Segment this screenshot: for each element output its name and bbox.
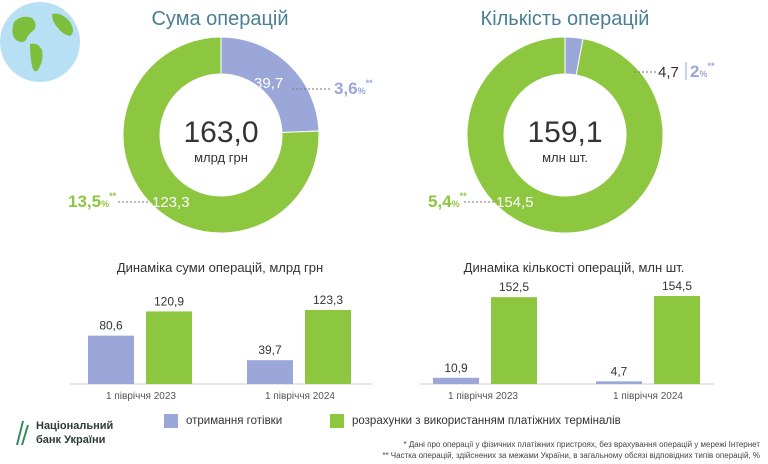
footnote-2: ** Частка операцій, здійснених за межами… bbox=[382, 451, 760, 460]
donut-unit: млн шт. bbox=[542, 150, 588, 165]
bar-terminal bbox=[146, 311, 192, 384]
bar-value-label: 39,7 bbox=[258, 343, 282, 357]
legend-label-terminal: розрахунки з використанням платіжних тер… bbox=[352, 415, 621, 428]
share-terminal-count: 5,4%** bbox=[428, 191, 467, 211]
bar-terminal bbox=[654, 296, 700, 384]
legend-swatch-terminal bbox=[330, 414, 344, 428]
bar-terminal bbox=[305, 310, 351, 384]
bar-value-label: 10,9 bbox=[444, 361, 468, 375]
donut-chart-count: 159,1 млн шт. 4,7 2%** 154,5 5,4%** bbox=[428, 36, 715, 234]
bar-chart-title: Динаміка суми операцій, млрд грн bbox=[117, 260, 323, 275]
segment-label-cash: 4,7 bbox=[658, 64, 679, 81]
segment-label-cash: 39,7 bbox=[254, 75, 283, 92]
bar-value-label: 154,5 bbox=[662, 279, 692, 293]
logo-line1: Національний bbox=[36, 420, 114, 432]
bar-value-label: 80,6 bbox=[99, 319, 123, 333]
x-tick-label: 1 півріччя 2023 bbox=[106, 391, 176, 402]
share-cash-sum: 3,6%** bbox=[334, 78, 373, 98]
donut-title-sum: Сума операцій bbox=[151, 8, 289, 30]
nbu-logo-icon bbox=[16, 421, 29, 445]
donut-title-count: Кількість операцій bbox=[480, 8, 650, 30]
share-cash-count: 2%** bbox=[690, 61, 715, 81]
bar-cash bbox=[247, 360, 293, 384]
bar-value-label: 4,7 bbox=[611, 364, 628, 378]
globe-icon bbox=[0, 2, 80, 82]
share-terminal-sum: 13,5%** bbox=[68, 191, 117, 211]
bar-chart-count: Динаміка кількості операцій, млн шт. 10,… bbox=[420, 260, 714, 402]
donut-total: 163,0 bbox=[183, 116, 258, 149]
x-tick-label: 1 півріччя 2023 bbox=[448, 391, 518, 402]
bar-cash bbox=[433, 377, 479, 384]
legend-item-cash: отримання готівки bbox=[164, 414, 282, 432]
legend-label-cash: отримання готівки bbox=[186, 415, 283, 428]
donut-unit: млрд грн bbox=[194, 150, 248, 165]
donut-chart-sum: 163,0 млрд грн 39,7 3,6%** 123,3 13,5%** bbox=[68, 36, 373, 234]
bar-chart-sum: Динаміка суми операцій, млрд грн 80,6 120… bbox=[70, 260, 372, 402]
segment-label-terminal: 123,3 bbox=[152, 194, 190, 211]
donut-segment-terminal bbox=[122, 36, 320, 234]
legend-item-terminal: розрахунки з використанням платіжних тер… bbox=[330, 414, 621, 432]
nbu-logo: Національний банк України bbox=[14, 415, 164, 455]
legend-swatch-cash bbox=[164, 414, 178, 428]
x-tick-label: 1 півріччя 2024 bbox=[613, 391, 683, 402]
bar-terminal bbox=[491, 297, 537, 384]
bar-value-label: 123,3 bbox=[313, 293, 343, 307]
logo-line2: банк України bbox=[36, 434, 106, 446]
bar-cash bbox=[596, 381, 642, 384]
bar-value-label: 152,5 bbox=[499, 280, 529, 294]
x-tick-label: 1 півріччя 2024 bbox=[265, 391, 335, 402]
donut-segment-terminal bbox=[466, 36, 664, 234]
bar-value-label: 120,9 bbox=[154, 294, 184, 308]
bar-chart-title: Динаміка кількості операцій, млн шт. bbox=[464, 260, 685, 275]
donut-total: 159,1 bbox=[527, 116, 602, 149]
bar-cash bbox=[88, 335, 134, 384]
segment-label-terminal: 154,5 bbox=[496, 194, 534, 211]
footnote-1: * Дані про операції у фізичних платіжних… bbox=[403, 440, 760, 449]
